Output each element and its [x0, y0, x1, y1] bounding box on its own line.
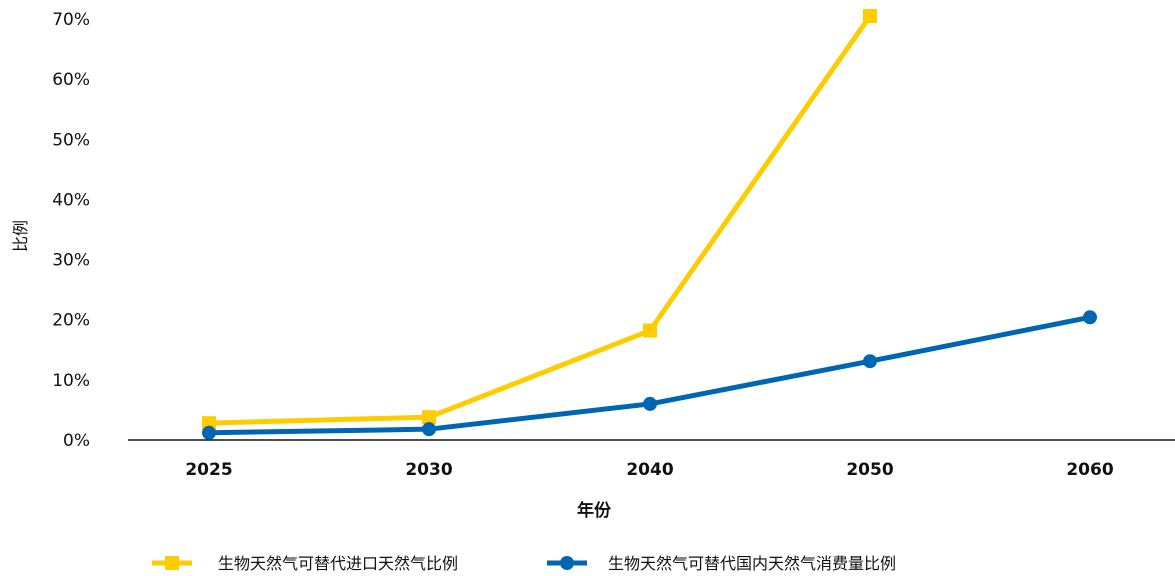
y-tick-label: 50%: [52, 130, 90, 150]
x-axis-title: 年份: [577, 500, 612, 521]
x-tick-label: 2040: [626, 460, 673, 480]
y-axis-title: 比例: [11, 220, 30, 252]
series-line-1: [206, 13, 873, 426]
y-tick-label: 60%: [52, 70, 90, 90]
legend-marker-1: [165, 556, 179, 570]
y-tick-label: 30%: [52, 251, 90, 271]
series-layer: [202, 8, 1097, 440]
series-1-point: [863, 8, 877, 23]
y-tick-label: 0%: [63, 431, 90, 451]
y-tick-label: 10%: [52, 371, 90, 391]
x-tick-label: 2030: [405, 460, 452, 480]
series-2-point: [863, 354, 877, 369]
x-tick-label: 2060: [1066, 460, 1113, 480]
legend: 生物天然气可替代进口天然气比例 生物天然气可替代国内天然气消费量比例: [152, 554, 896, 573]
y-tick-label: 70%: [52, 10, 90, 30]
series-2-point: [1083, 310, 1097, 325]
y-tick-label: 40%: [52, 190, 90, 210]
series-2-point: [422, 422, 436, 437]
legend-label-1: 生物天然气可替代进口天然气比例: [218, 554, 458, 573]
x-axis-ticks: 2025 2030 2040 2050 2060: [185, 460, 1113, 480]
series-1-point: [202, 416, 216, 431]
y-axis-ticks: 0% 10% 20% 30% 40% 50% 60% 70%: [52, 10, 90, 451]
series-2-point: [643, 396, 657, 411]
series-1-point: [643, 323, 657, 338]
series-1-point: [422, 410, 436, 425]
y-tick-label: 20%: [52, 311, 90, 331]
legend-marker-2: [560, 556, 574, 570]
x-tick-label: 2025: [185, 460, 232, 480]
series-2-point: [202, 425, 216, 440]
x-tick-label: 2050: [846, 460, 893, 480]
legend-label-2: 生物天然气可替代国内天然气消费量比例: [608, 554, 896, 573]
